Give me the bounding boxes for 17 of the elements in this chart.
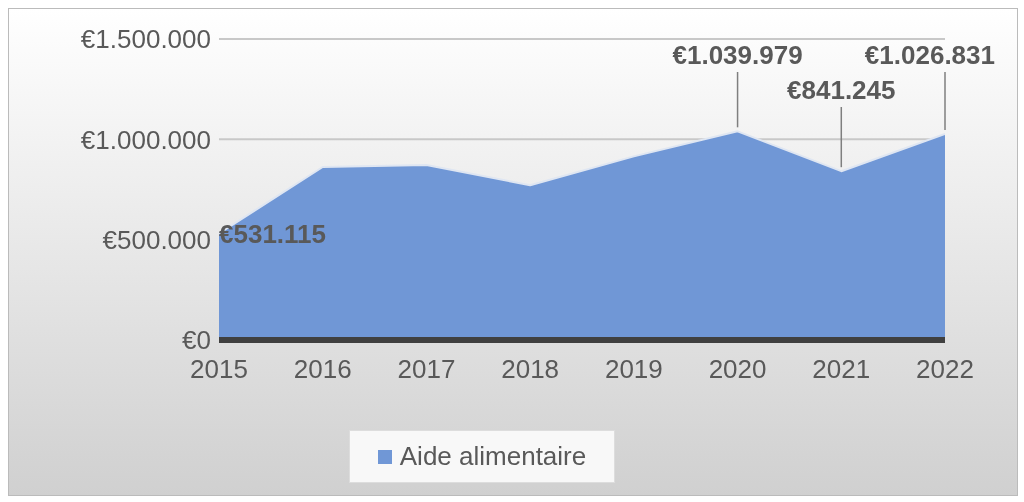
- x-tick-label: 2016: [293, 354, 352, 385]
- x-tick-label: 2015: [190, 354, 248, 385]
- y-tick-label: €0: [182, 325, 211, 356]
- x-tick-label: 2019: [604, 354, 663, 385]
- data-label: €1.039.979: [672, 40, 803, 70]
- y-tick-label: €500.000: [102, 224, 211, 255]
- y-tick-label: €1.500.000: [80, 24, 211, 55]
- x-tick-label: 2021: [812, 354, 871, 385]
- data-label: €841.245: [787, 75, 896, 105]
- x-tick-label: 2020: [708, 354, 767, 385]
- y-tick-label: €1.000.000: [80, 124, 211, 155]
- legend-label: Aide alimentaire: [398, 441, 587, 472]
- x-tick-label: 2018: [501, 354, 560, 385]
- data-label: €1.026.831: [864, 40, 995, 70]
- data-label: €531.115: [219, 219, 327, 250]
- x-tick-label: 2017: [397, 354, 456, 385]
- x-tick-label: 2022: [916, 354, 974, 385]
